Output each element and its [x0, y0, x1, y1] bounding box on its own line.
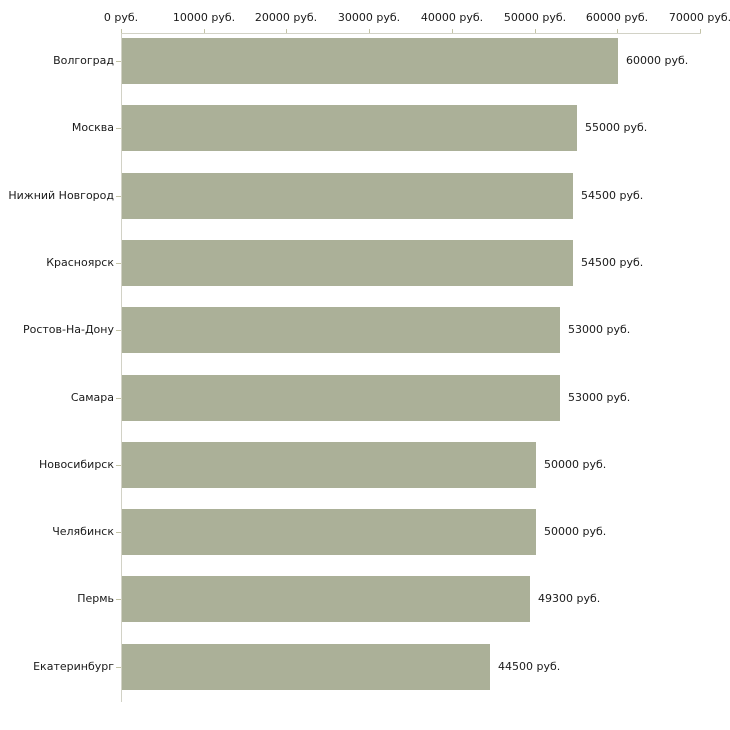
- x-tick-mark: [204, 29, 205, 33]
- category-tick-mark: [116, 465, 121, 466]
- category-label: Екатеринбург: [33, 660, 114, 673]
- x-axis-line: [121, 33, 701, 34]
- category-label: Ростов-На-Дону: [22, 323, 114, 336]
- category-tick-mark: [116, 599, 121, 600]
- bar[interactable]: [122, 105, 577, 151]
- category-tick-mark: [116, 61, 121, 62]
- y-axis-line: [121, 33, 122, 702]
- value-label: 54500 руб.: [581, 256, 644, 269]
- x-tick-label: 50000 руб.: [503, 11, 567, 24]
- category-tick-mark: [116, 196, 121, 197]
- x-tick-mark: [700, 29, 701, 33]
- value-label: 49300 руб.: [538, 592, 601, 605]
- category-label: Волгоград: [53, 54, 114, 67]
- category-tick-mark: [116, 263, 121, 264]
- category-label: Самара: [70, 391, 114, 404]
- x-tick-mark: [452, 29, 453, 33]
- bar[interactable]: [122, 38, 618, 84]
- x-tick-label: 20000 руб.: [254, 11, 318, 24]
- bar[interactable]: [122, 644, 490, 690]
- category-label: Красноярск: [46, 256, 114, 269]
- x-tick-label: 60000 руб.: [585, 11, 649, 24]
- category-label: Новосибирск: [38, 458, 114, 471]
- category-tick-mark: [116, 667, 121, 668]
- x-tick-label: 70000 руб.: [668, 11, 730, 24]
- bar[interactable]: [122, 442, 536, 488]
- value-label: 53000 руб.: [568, 323, 631, 336]
- value-label: 44500 руб.: [498, 660, 561, 673]
- category-label: Нижний Новгород: [8, 189, 114, 202]
- x-tick-label: 10000 руб.: [172, 11, 236, 24]
- category-tick-mark: [116, 128, 121, 129]
- value-label: 54500 руб.: [581, 189, 644, 202]
- value-label: 53000 руб.: [568, 391, 631, 404]
- category-label: Челябинск: [52, 525, 114, 538]
- x-tick-mark: [286, 29, 287, 33]
- category-tick-mark: [116, 398, 121, 399]
- category-label: Москва: [71, 121, 114, 134]
- bar[interactable]: [122, 576, 530, 622]
- x-tick-mark: [121, 29, 122, 33]
- value-label: 50000 руб.: [544, 458, 607, 471]
- x-tick-mark: [535, 29, 536, 33]
- category-tick-mark: [116, 330, 121, 331]
- x-tick-label: 0 руб.: [103, 11, 139, 24]
- value-label: 60000 руб.: [626, 54, 689, 67]
- x-tick-label: 40000 руб.: [420, 11, 484, 24]
- bar[interactable]: [122, 240, 573, 286]
- value-label: 50000 руб.: [544, 525, 607, 538]
- x-tick-mark: [369, 29, 370, 33]
- bar[interactable]: [122, 509, 536, 555]
- bar[interactable]: [122, 375, 560, 421]
- x-tick-mark: [617, 29, 618, 33]
- category-tick-mark: [116, 532, 121, 533]
- value-label: 55000 руб.: [585, 121, 648, 134]
- bar[interactable]: [122, 173, 573, 219]
- bar[interactable]: [122, 307, 560, 353]
- x-tick-label: 30000 руб.: [337, 11, 401, 24]
- category-label: Пермь: [77, 592, 114, 605]
